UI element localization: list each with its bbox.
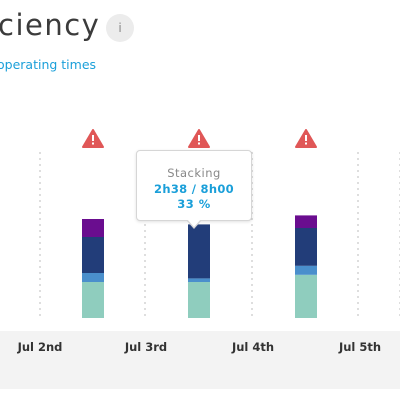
tooltip-value: 2h38 / 8h00 [154, 182, 234, 196]
bar-segment[interactable] [82, 237, 104, 273]
x-tick-label: Jul 4th [231, 340, 275, 354]
bar-segment[interactable] [188, 282, 210, 318]
bar-segment[interactable] [188, 278, 210, 282]
x-tick-label: Jul 2nd [17, 340, 63, 354]
bar-segment[interactable] [295, 274, 317, 318]
info-icon[interactable]: i [106, 14, 134, 42]
bar-segment[interactable] [82, 273, 104, 282]
tooltip: Stacking 2h38 / 8h00 33 % [136, 150, 252, 221]
bar-segment[interactable] [82, 219, 104, 237]
subtitle-link[interactable]: operating times [0, 57, 97, 72]
x-tick-label: Jul 5th [338, 340, 382, 354]
x-axis-band [0, 331, 400, 389]
page-title: ciency [0, 8, 101, 42]
bar-segment[interactable] [295, 215, 317, 228]
bar-segment[interactable] [295, 265, 317, 275]
bar-segment[interactable] [295, 228, 317, 266]
tooltip-title: Stacking [167, 166, 221, 180]
x-tick-label: Jul 3rd [124, 340, 168, 354]
warning-triangle-icon [188, 129, 210, 148]
warning-triangle-icon [295, 129, 317, 148]
bar-segment[interactable] [188, 224, 210, 279]
warning-triangle-icon [82, 129, 104, 148]
bar-segment[interactable] [82, 282, 104, 318]
tooltip-percent: 33 % [177, 197, 211, 211]
